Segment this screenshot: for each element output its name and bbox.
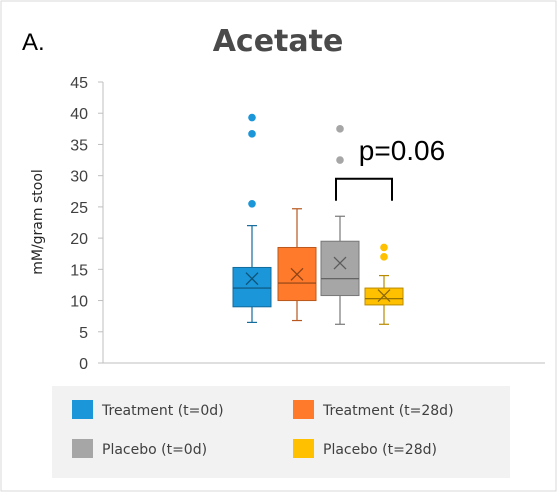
annotations: p=0.06	[335, 135, 445, 201]
chart-title: Acetate	[213, 24, 344, 59]
mean-marker	[377, 289, 391, 303]
mean-marker	[333, 256, 347, 270]
box	[364, 287, 404, 306]
legend-swatch	[72, 400, 93, 419]
box-group	[364, 243, 404, 325]
box-group	[320, 125, 360, 325]
significance-bracket	[335, 177, 393, 201]
legend-label: Treatment (t=0d)	[101, 403, 224, 419]
y-tick-label: 25	[70, 200, 88, 217]
box-group	[232, 113, 272, 324]
legend-label: Placebo (t=28d)	[323, 442, 437, 458]
y-tick-label: 15	[70, 262, 88, 279]
outlier-point	[336, 156, 344, 164]
y-tick-label: 40	[70, 106, 88, 123]
legend: Treatment (t=0d) Treatment (t=28d) Placebo…	[72, 400, 454, 458]
y-tick-label: 10	[70, 294, 88, 311]
legend-label: Placebo (t=0d)	[102, 442, 207, 458]
y-axis: 0 5 10 15 20 25 30 35 40 45	[70, 75, 545, 373]
legend-swatch	[293, 439, 314, 458]
outlier-point	[380, 243, 388, 252]
y-tick-label: 20	[70, 231, 88, 248]
y-tick-label: 35	[70, 137, 88, 154]
y-tick-label: 30	[70, 169, 88, 186]
box	[320, 240, 360, 297]
box	[232, 266, 272, 308]
y-tick-label: 45	[70, 75, 88, 92]
outlier-point	[248, 130, 256, 138]
y-axis-label: mM/gram stool	[30, 169, 46, 275]
legend-box	[52, 386, 510, 478]
outlier-point	[248, 199, 256, 208]
legend-label: Treatment (t=28d)	[322, 403, 454, 419]
y-tick-label: 0	[79, 356, 88, 373]
box-group	[277, 208, 317, 322]
y-tick-label: 5	[79, 325, 88, 342]
legend-swatch	[72, 439, 93, 458]
panel-label: A.	[22, 29, 45, 56]
p-value-label: p=0.06	[359, 135, 445, 166]
outlier-point	[380, 253, 388, 261]
plot-area	[232, 113, 404, 325]
mean-marker	[245, 272, 259, 286]
outlier-point	[248, 113, 256, 122]
mean-marker	[290, 267, 304, 281]
legend-swatch	[293, 400, 314, 419]
outlier-point	[336, 125, 344, 133]
